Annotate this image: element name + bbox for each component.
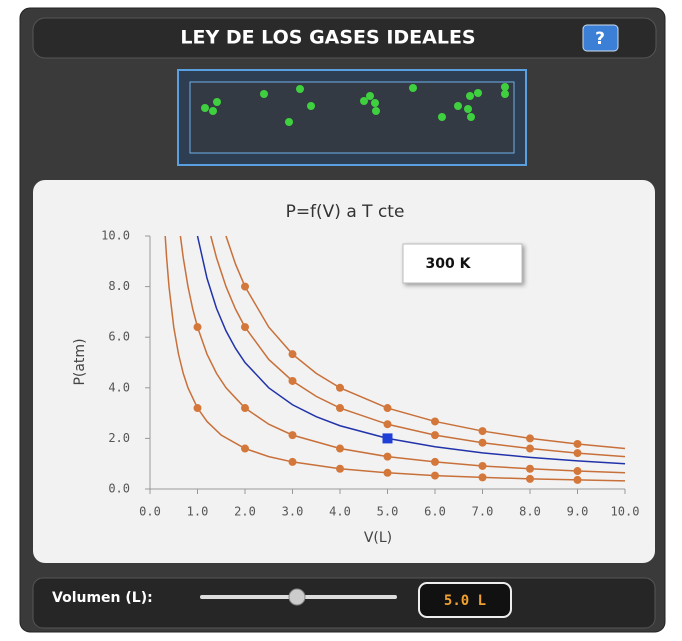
- point: [288, 457, 297, 466]
- help-text[interactable]: ?: [595, 29, 605, 49]
- point: [383, 468, 392, 477]
- point: [526, 444, 534, 453]
- curve: [196, 235, 626, 465]
- point: [383, 404, 392, 413]
- header-title: LEY DE LOS GASES IDEALES: [180, 27, 475, 49]
- point: [336, 444, 344, 453]
- x-tick-label: 3.0: [282, 505, 304, 519]
- point: [193, 323, 202, 332]
- x-tick-label: 6.0: [424, 505, 446, 519]
- point: [336, 383, 344, 392]
- x-tick-label: 0.0: [139, 505, 161, 519]
- x-tick-label: 2.0: [234, 505, 256, 519]
- molecules: [201, 83, 509, 126]
- slider-knob[interactable]: [288, 588, 306, 606]
- chart-title: P=f(V) a T cte: [286, 202, 405, 222]
- y-tick-label: 10.0: [101, 229, 130, 243]
- point: [478, 473, 487, 482]
- point: [478, 427, 487, 436]
- point: [288, 431, 297, 440]
- header-bar: [32, 17, 657, 59]
- volume-display: [418, 582, 512, 618]
- x-tick-label: 7.0: [472, 505, 494, 519]
- x-tick-label: 4.0: [329, 505, 351, 519]
- x-tick-label: 10.0: [611, 505, 640, 519]
- point: [336, 404, 344, 413]
- y-tick-label: 4.0: [108, 380, 130, 394]
- point: [526, 474, 534, 483]
- temperature: 300 K: [426, 256, 472, 272]
- help-button[interactable]: [582, 24, 619, 52]
- point: [288, 350, 297, 359]
- x-tick-label: 8.0: [519, 505, 541, 519]
- point: [336, 464, 344, 473]
- point: [478, 461, 487, 470]
- x-tick-label: 1.0: [187, 505, 209, 519]
- curve: [179, 235, 626, 474]
- container-inner: [189, 81, 515, 154]
- y-tick-label: 2.0: [108, 431, 130, 445]
- point: [526, 464, 534, 473]
- point: [431, 417, 439, 426]
- y-axis-label: P(atm): [72, 338, 88, 385]
- y-tick-label: 6.0: [108, 330, 130, 344]
- point: [573, 467, 582, 476]
- current-state: [382, 433, 393, 444]
- point: [431, 471, 439, 480]
- point: [431, 431, 439, 440]
- x-tick-label: 5.0: [377, 505, 399, 519]
- point: [573, 439, 582, 448]
- point: [478, 438, 487, 447]
- point: [431, 457, 439, 466]
- y-tick-label: 8.0: [108, 279, 130, 293]
- x-tick-label: 9.0: [567, 505, 589, 519]
- point: [383, 420, 392, 429]
- point: [383, 452, 392, 461]
- y-tick-label: 0.0: [108, 482, 130, 496]
- curve: [164, 235, 626, 482]
- point: [573, 475, 582, 484]
- point: [526, 434, 534, 443]
- x-axis-label: V(L): [364, 530, 392, 546]
- point: [573, 449, 582, 458]
- curve: [210, 235, 626, 458]
- point: [193, 404, 202, 413]
- point: [241, 282, 249, 291]
- point: [241, 444, 249, 453]
- point: [241, 323, 249, 332]
- volume-value: 5.0 L: [444, 593, 486, 609]
- point: [288, 376, 297, 385]
- point: [241, 404, 249, 413]
- volume-label: Volumen (L):: [52, 590, 153, 606]
- temperature-box: [402, 243, 523, 284]
